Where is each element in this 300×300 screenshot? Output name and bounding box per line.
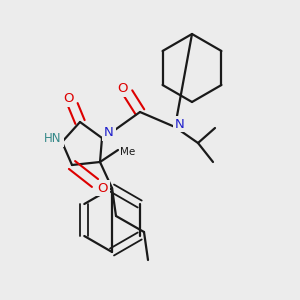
Text: N: N — [175, 118, 185, 130]
Text: HN: HN — [44, 133, 62, 146]
Text: O: O — [64, 92, 74, 106]
Text: N: N — [104, 127, 114, 140]
Text: Me: Me — [120, 147, 136, 157]
Text: O: O — [118, 82, 128, 95]
Text: O: O — [98, 182, 108, 194]
